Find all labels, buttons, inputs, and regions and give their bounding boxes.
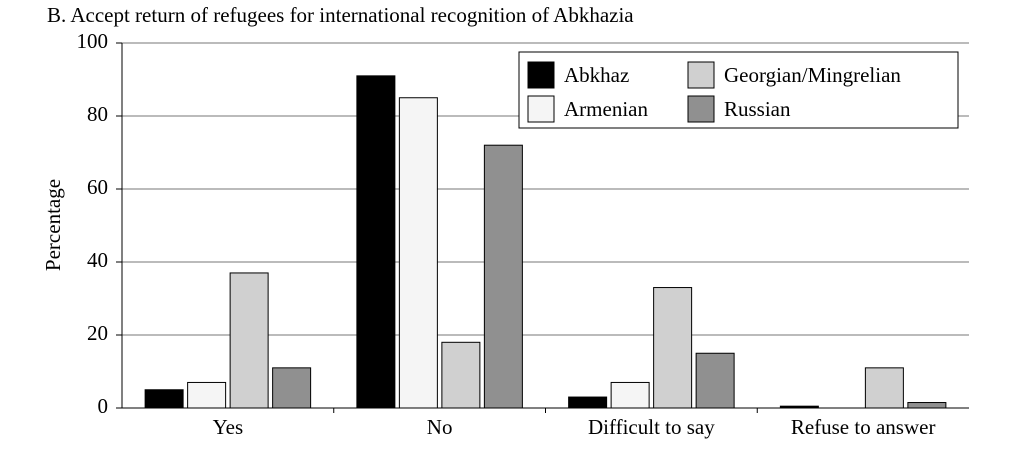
y-tick-label: 40 [87,248,108,272]
legend-label: Abkhaz [564,63,629,87]
bar [907,402,947,409]
bar [864,367,904,409]
legend-swatch [527,95,555,123]
legend-swatch [527,61,555,89]
legend-swatch [687,95,715,123]
bar [568,396,608,409]
y-tick-label: 100 [77,29,109,53]
legend-swatch [687,61,715,89]
legend-label: Georgian/Mingrelian [724,63,901,87]
chart-title: B. Accept return of refugees for interna… [47,3,634,27]
bar [779,405,819,409]
x-tick-label: Refuse to answer [791,415,936,439]
bar [441,341,481,409]
x-tick-label: Difficult to say [588,415,715,439]
bar [398,97,438,409]
y-tick-label: 20 [87,321,108,345]
bar [610,381,650,409]
bar [187,381,227,409]
legend-label: Russian [724,97,791,121]
x-tick-label: No [427,415,453,439]
bar [483,144,523,409]
legend-box [518,51,959,129]
y-tick-label: 60 [87,175,108,199]
y-tick-label: 0 [98,394,109,418]
bar [695,352,735,409]
bar [356,75,396,409]
y-tick-label: 80 [87,102,108,126]
x-tick-label: Yes [213,415,244,439]
bar [653,287,693,409]
bar [144,389,184,409]
bar [229,272,269,409]
bar [272,367,312,409]
y-axis-label: Percentage [41,179,65,271]
legend-label: Armenian [564,97,648,121]
